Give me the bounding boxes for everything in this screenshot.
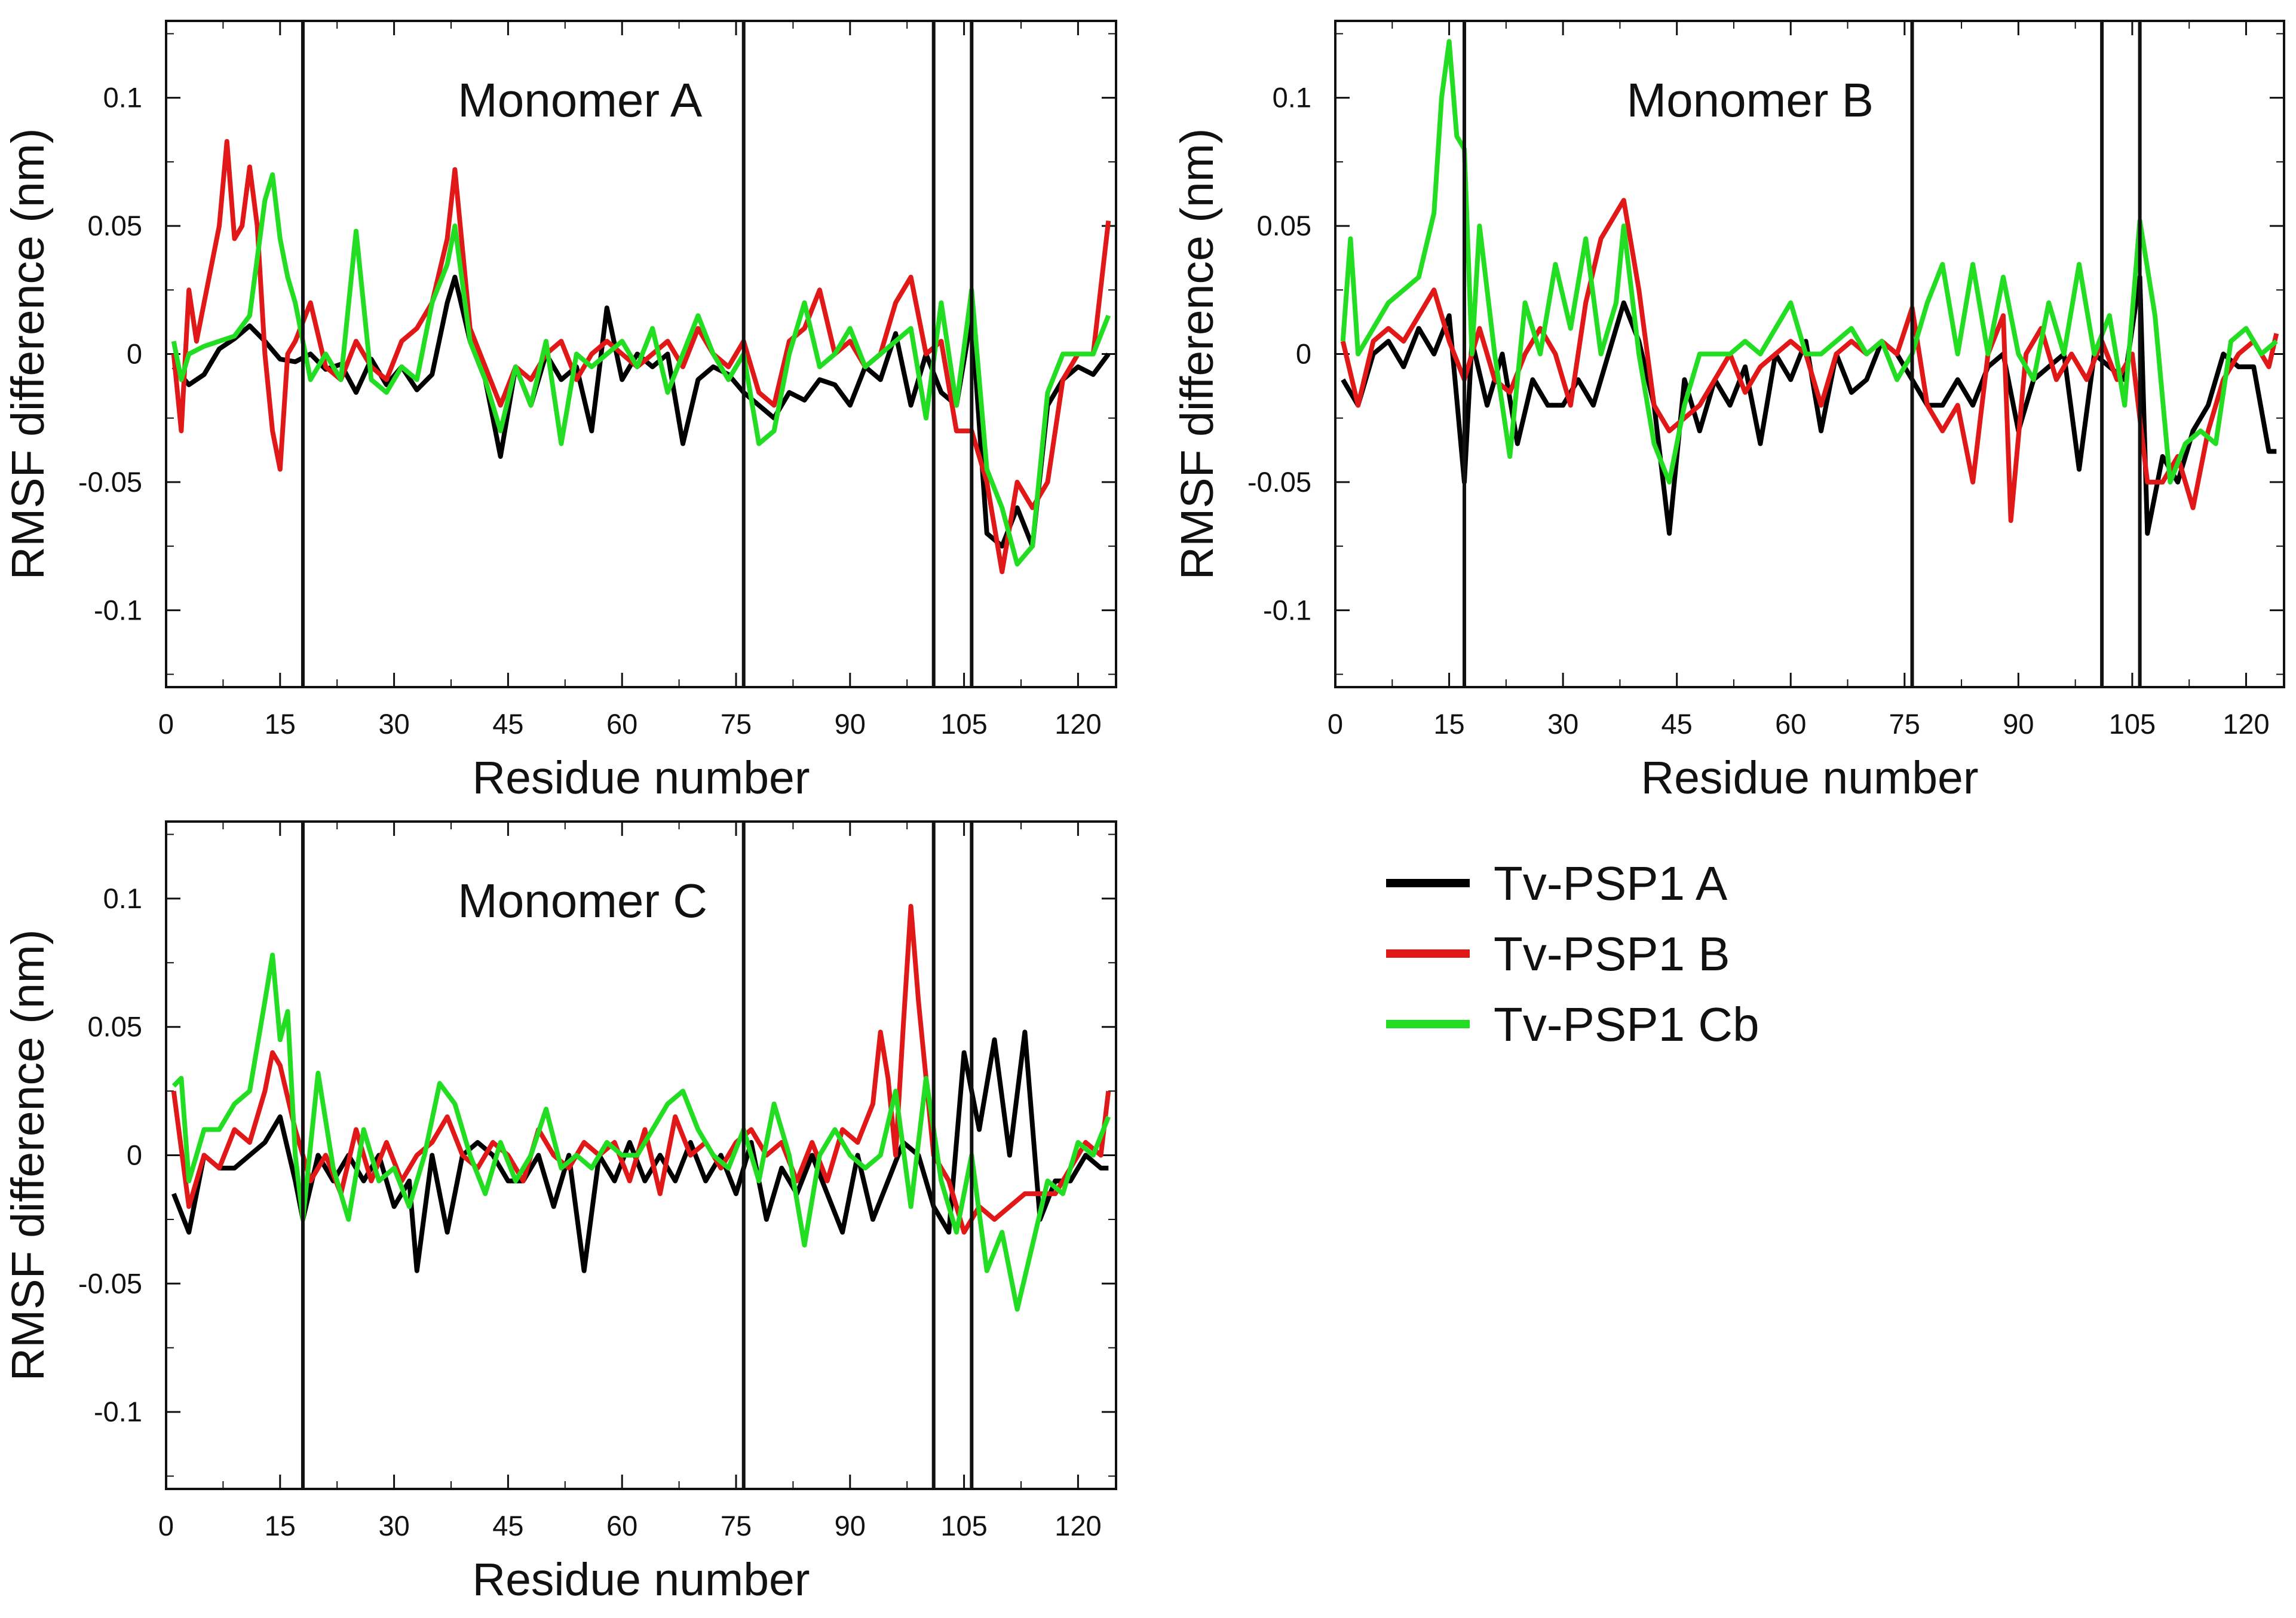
x-tick-label: 105 bbox=[2109, 708, 2156, 740]
x-tick-label: 120 bbox=[1054, 708, 1101, 740]
panel-title: Monomer B bbox=[1627, 73, 1874, 127]
y-tick-label: -0.1 bbox=[94, 594, 142, 626]
x-tick-label: 60 bbox=[1775, 708, 1806, 740]
x-tick-label: 30 bbox=[378, 708, 409, 740]
panel-title: Monomer A bbox=[458, 73, 703, 127]
y-tick-label: 0 bbox=[1296, 338, 1311, 370]
x-tick-label: 15 bbox=[265, 1510, 296, 1542]
y-tick-label: 0.05 bbox=[88, 1011, 142, 1043]
x-tick-label: 45 bbox=[492, 708, 523, 740]
legend-label: Tv-PSP1 Cb bbox=[1494, 998, 1759, 1051]
y-tick-label: 0.1 bbox=[103, 882, 142, 914]
chart-panel-a: 0 15 30 45 60 75 90 105 120 -0.1 -0.05 0 0.05 0.1 Mono… bbox=[2, 20, 1117, 804]
series-line-tv-psp1-cb bbox=[171, 172, 1111, 567]
x-tick-label: 105 bbox=[940, 1510, 987, 1542]
y-tick-label: 0.05 bbox=[1257, 210, 1311, 241]
chart-panel-b: 0 15 30 45 60 75 90 105 120 -0.1 -0.05 0 0.05 0.1 Mono… bbox=[1172, 20, 2285, 804]
x-tick-label: 120 bbox=[1054, 1510, 1101, 1542]
y-tick-label: -0.1 bbox=[94, 1396, 142, 1427]
x-axis-label: Residue number bbox=[1641, 752, 1979, 804]
x-axis-label: Residue number bbox=[473, 752, 810, 804]
x-tick-label: 0 bbox=[1328, 708, 1343, 740]
x-tick-label: 75 bbox=[721, 708, 752, 740]
series-line-tv-psp1-b bbox=[1340, 198, 2279, 523]
y-axis-label: RMSF difference (nm) bbox=[2, 930, 54, 1381]
x-tick-label: 60 bbox=[606, 708, 637, 740]
x-axis-label: Residue number bbox=[473, 1554, 810, 1605]
y-tick-label: 0.1 bbox=[1273, 82, 1311, 114]
x-tick-label: 75 bbox=[721, 1510, 752, 1542]
x-tick-label: 45 bbox=[1662, 708, 1693, 740]
x-tick-label: 105 bbox=[940, 708, 987, 740]
series-line-tv-psp1-b bbox=[171, 903, 1111, 1235]
y-axis-label: RMSF difference (nm) bbox=[1172, 128, 1223, 580]
x-tick-label: 30 bbox=[1547, 708, 1578, 740]
x-tick-label: 60 bbox=[606, 1510, 637, 1542]
chart-panel-c: 0 15 30 45 60 75 90 105 120 -0.1 -0.05 0 0.05 0.1 Mono… bbox=[2, 820, 1117, 1605]
y-axis-label: RMSF difference (nm) bbox=[2, 128, 54, 580]
x-tick-label: 15 bbox=[1433, 708, 1464, 740]
y-tick-label: -0.05 bbox=[78, 1267, 142, 1299]
y-tick-label: -0.1 bbox=[1263, 594, 1311, 626]
x-tick-label: 75 bbox=[1889, 708, 1920, 740]
y-tick-label: 0 bbox=[127, 338, 142, 370]
y-tick-label: -0.05 bbox=[78, 466, 142, 498]
x-tick-label: 30 bbox=[378, 1510, 409, 1542]
x-tick-label: 0 bbox=[158, 708, 174, 740]
x-tick-label: 120 bbox=[2223, 708, 2269, 740]
legend-label: Tv-PSP1 A bbox=[1494, 857, 1728, 910]
x-tick-label: 90 bbox=[835, 1510, 866, 1542]
y-tick-label: 0.05 bbox=[88, 210, 142, 241]
y-tick-label: 0.1 bbox=[103, 82, 142, 114]
x-tick-label: 15 bbox=[265, 708, 296, 740]
legend: Tv-PSP1 A Tv-PSP1 B Tv-PSP1 Cb bbox=[1386, 857, 1759, 1051]
x-tick-label: 90 bbox=[835, 708, 866, 740]
x-tick-label: 0 bbox=[158, 1510, 174, 1542]
panel-title: Monomer C bbox=[458, 874, 707, 927]
x-tick-label: 45 bbox=[492, 1510, 523, 1542]
x-tick-label: 90 bbox=[2003, 708, 2034, 740]
legend-label: Tv-PSP1 B bbox=[1494, 927, 1730, 980]
y-tick-label: 0 bbox=[127, 1139, 142, 1171]
y-tick-label: -0.05 bbox=[1247, 466, 1311, 498]
series-line-tv-psp1-cb bbox=[171, 952, 1111, 1312]
